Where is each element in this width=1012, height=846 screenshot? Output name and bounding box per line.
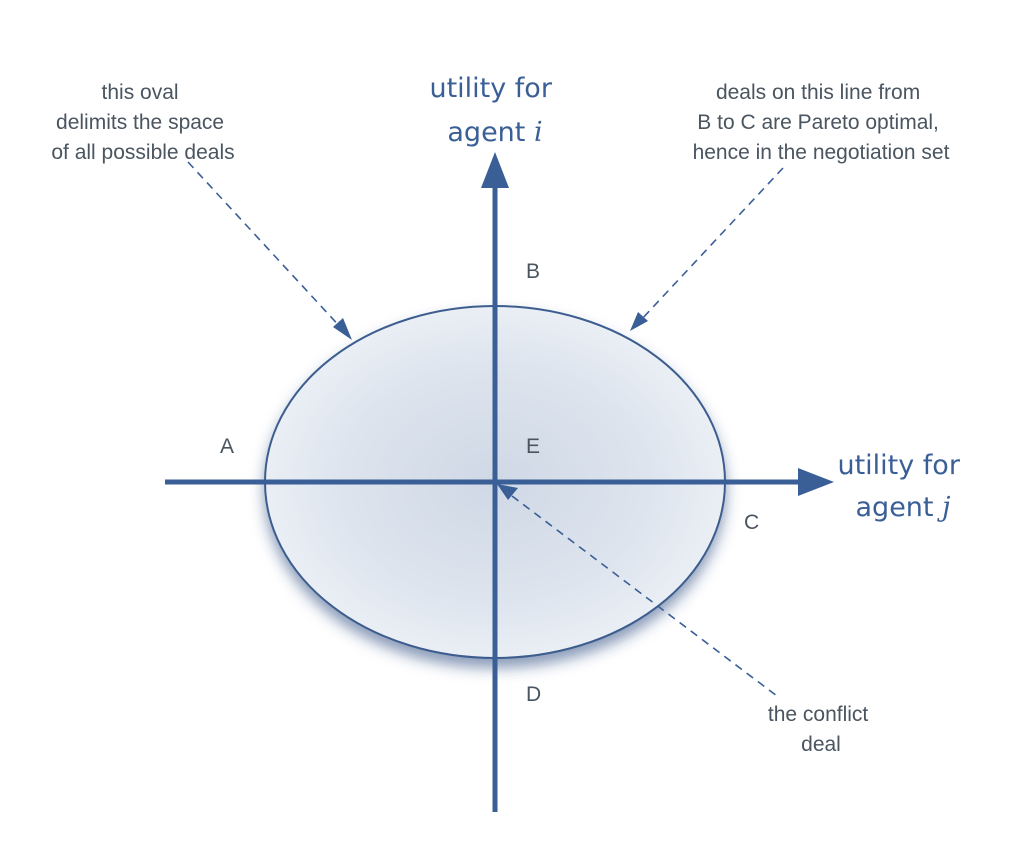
pareto-note-line: hence in the negotiation set xyxy=(693,141,950,164)
point-label-c: C xyxy=(744,511,759,534)
horizontal-axis-title-prefix: agent xyxy=(856,492,943,523)
pareto-note-arrowhead xyxy=(630,312,648,331)
vertical-axis-title-symbol: i xyxy=(534,117,543,148)
pareto-note-line: B to C are Pareto optimal, xyxy=(697,111,939,134)
oval-note: this oval delimits the space of all poss… xyxy=(51,81,234,164)
conflict-note-line: the conflict xyxy=(768,703,869,726)
conflict-note-line: deal xyxy=(801,733,841,756)
conflict-deal-marker xyxy=(497,484,518,500)
point-label-a: A xyxy=(220,435,234,458)
oval-note-line: of all possible deals xyxy=(51,141,234,164)
vertical-axis-title-line1: utility for xyxy=(429,73,552,104)
point-label-d: D xyxy=(526,683,541,706)
conflict-note: the conflict deal xyxy=(768,703,874,756)
horizontal-axis-arrowhead xyxy=(798,468,834,496)
horizontal-axis-title: utility for agent j xyxy=(837,450,968,523)
point-label-b: B xyxy=(526,260,540,283)
vertical-axis-title-prefix: agent xyxy=(447,117,534,148)
pareto-note-arrow xyxy=(639,167,784,322)
point-label-e: E xyxy=(526,435,540,458)
oval-note-line: this oval xyxy=(102,81,179,104)
oval-note-arrowhead xyxy=(333,318,352,340)
vertical-axis-arrowhead xyxy=(481,152,509,188)
oval-note-arrow xyxy=(187,161,344,331)
oval-note-line: delimits the space xyxy=(56,111,224,134)
horizontal-axis-title-line1: utility for xyxy=(837,450,960,481)
vertical-axis-title: utility for agent i xyxy=(429,73,560,148)
pareto-note-line: deals on this line from xyxy=(716,81,920,104)
pareto-note: deals on this line from B to C are Paret… xyxy=(693,81,950,164)
